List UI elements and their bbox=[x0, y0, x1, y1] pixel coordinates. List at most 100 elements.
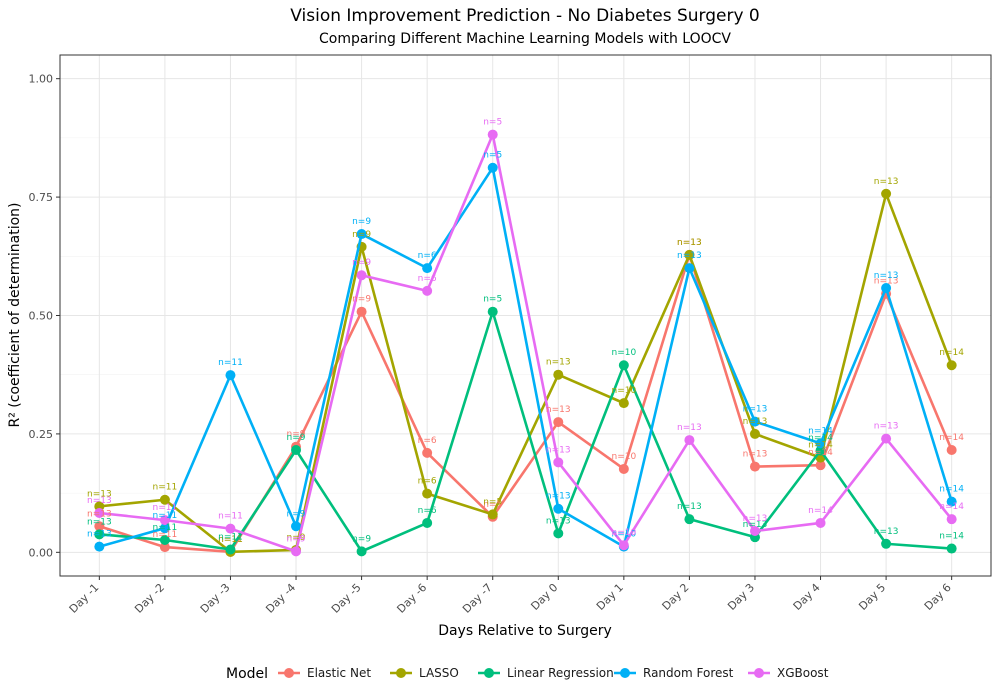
data-point-random-forest bbox=[946, 496, 957, 507]
n-label-lasso: n=14 bbox=[808, 441, 833, 451]
data-point-xgboost bbox=[881, 433, 892, 444]
chart-subtitle: Comparing Different Machine Learning Mod… bbox=[319, 31, 731, 47]
data-point-random-forest bbox=[487, 162, 498, 173]
data-point-random-forest bbox=[94, 541, 105, 552]
legend: Model Elastic Net LASSO Linear Regression R… bbox=[226, 666, 829, 682]
n-label-linear-regression: n=13 bbox=[677, 502, 702, 512]
n-label-linear-regression: n=14 bbox=[808, 433, 833, 443]
n-label-linear-regression: n=13 bbox=[743, 520, 768, 530]
n-labels: n=13n=11 n=11n=9n=9n=6n=5n=13n=10n=13n=13… bbox=[87, 118, 964, 545]
legend-label: Random Forest bbox=[643, 666, 734, 680]
data-point-elastic-net bbox=[749, 461, 760, 472]
legend-label: Elastic Net bbox=[307, 666, 371, 680]
data-point-lasso bbox=[618, 398, 629, 409]
n-label-elastic-net: n=13 bbox=[743, 450, 768, 460]
y-tick-label: 0.00 bbox=[29, 546, 54, 559]
data-point-linear-regression bbox=[618, 360, 629, 371]
n-label-elastic-net: n=13 bbox=[874, 277, 899, 287]
n-label-random-forest: n=9 bbox=[352, 217, 371, 227]
data-point-lasso bbox=[881, 188, 892, 199]
n-label-random-forest: n=9 bbox=[287, 509, 306, 519]
legend-label: Linear Regression bbox=[507, 666, 614, 680]
n-label-random-forest: n=13 bbox=[743, 405, 768, 415]
n-label-elastic-net: n=14 bbox=[808, 448, 833, 458]
data-point-xgboost bbox=[618, 540, 629, 551]
n-label-lasso: n=13 bbox=[874, 177, 899, 187]
n-label-linear-regression: n=13 bbox=[874, 527, 899, 537]
x-tick-label: Day -3 bbox=[198, 581, 233, 616]
n-label-lasso: n=9 bbox=[287, 533, 306, 543]
data-point-xgboost bbox=[487, 129, 498, 140]
n-label-random-forest: n=13 bbox=[87, 530, 112, 540]
data-point-linear-regression bbox=[553, 528, 564, 539]
data-point-linear-regression bbox=[815, 445, 826, 456]
n-label-elastic-net: n=13 bbox=[87, 509, 112, 519]
data-point-elastic-net bbox=[553, 417, 564, 428]
n-label-elastic-net: n=13 bbox=[546, 405, 571, 415]
data-point-linear-regression bbox=[291, 445, 302, 456]
n-label-xgboost: n=14 bbox=[808, 506, 833, 516]
n-label-lasso: n=9 bbox=[352, 230, 371, 240]
data-point-xgboost bbox=[422, 285, 433, 296]
data-point-xgboost bbox=[553, 457, 564, 468]
data-point-random-forest bbox=[881, 283, 892, 294]
data-point-elastic-net bbox=[946, 445, 957, 456]
n-label-xgboost: n=13 bbox=[546, 445, 571, 455]
y-tick-label: 0.25 bbox=[29, 428, 54, 441]
x-axis-title: Days Relative to Surgery bbox=[438, 623, 612, 639]
series-line-random-forest bbox=[98, 166, 953, 548]
n-label-random-forest: n=13 bbox=[677, 251, 702, 261]
n-label-elastic-net: n=9 bbox=[287, 430, 306, 440]
data-point-xgboost bbox=[684, 435, 695, 446]
n-label-xgboost: n=6 bbox=[418, 274, 437, 284]
n-label-xgboost: n=13 bbox=[87, 496, 112, 506]
n-label-linear-regression: n=9 bbox=[287, 433, 306, 443]
y-tick-label: 0.50 bbox=[29, 310, 54, 323]
data-point-xgboost bbox=[159, 515, 170, 526]
legend-item-lasso: LASSO bbox=[390, 666, 459, 680]
data-point-random-forest bbox=[356, 229, 367, 240]
n-label-xgboost: n=11 bbox=[153, 503, 178, 513]
n-label-random-forest: n=11 bbox=[153, 511, 178, 521]
chart-title: Vision Improvement Prediction - No Diabe… bbox=[290, 6, 759, 26]
data-point-elastic-net bbox=[618, 463, 629, 474]
n-label-xgboost: n=11 bbox=[218, 512, 243, 522]
data-point-elastic-net bbox=[159, 542, 170, 553]
legend-key-point bbox=[396, 668, 406, 678]
data-point-random-forest bbox=[815, 438, 826, 449]
x-tick-label: Day 2 bbox=[660, 581, 692, 613]
n-label-linear-regression: n=11 bbox=[153, 523, 178, 533]
data-point-elastic-net bbox=[356, 306, 367, 317]
n-label-linear-regression: n=14 bbox=[939, 532, 964, 542]
n-label-linear-regression: n=6 bbox=[418, 506, 437, 516]
x-tick-label: Day 5 bbox=[856, 581, 888, 613]
legend-item-xgboost: XGBoost bbox=[748, 666, 829, 680]
data-point-xgboost bbox=[749, 526, 760, 537]
x-tick-label: Day -6 bbox=[394, 581, 429, 616]
n-label-elastic-net: n=9 bbox=[352, 295, 371, 305]
n-label-elastic-net: n=14 bbox=[939, 433, 964, 443]
data-point-xgboost bbox=[225, 523, 236, 534]
n-label-lasso: n=11 bbox=[218, 535, 243, 545]
legend-item-random-forest: Random Forest bbox=[614, 666, 734, 680]
n-label-elastic-net: n=6 bbox=[418, 436, 437, 446]
legend-item-linear-regression: Linear Regression bbox=[478, 666, 614, 680]
data-point-linear-regression bbox=[225, 544, 236, 555]
data-point-random-forest bbox=[225, 370, 236, 381]
x-tick-label: Day -7 bbox=[460, 581, 495, 616]
data-point-linear-regression bbox=[94, 529, 105, 540]
n-label-xgboost: n=13 bbox=[743, 514, 768, 524]
n-label-linear-regression: n=11 bbox=[218, 532, 243, 542]
data-point-lasso bbox=[487, 509, 498, 520]
n-label-linear-regression: n=13 bbox=[87, 517, 112, 527]
n-label-lasso: n=11 bbox=[153, 483, 178, 493]
n-label-xgboost: n=9 bbox=[287, 534, 306, 544]
x-tick-label: Day 6 bbox=[922, 581, 954, 613]
x-tick-label: Day -5 bbox=[329, 581, 364, 616]
data-point-linear-regression bbox=[881, 538, 892, 549]
data-point-random-forest bbox=[291, 521, 302, 532]
data-point-xgboost bbox=[946, 514, 957, 525]
data-point-random-forest bbox=[159, 523, 170, 534]
legend-label: XGBoost bbox=[777, 666, 829, 680]
